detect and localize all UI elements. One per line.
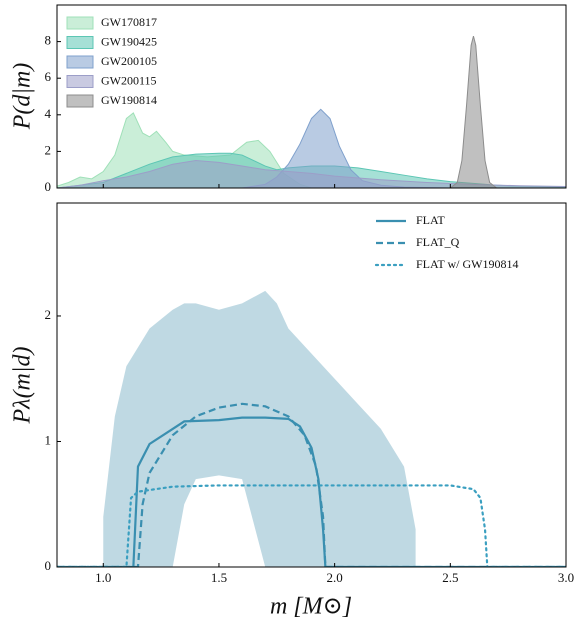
series-line (57, 402, 566, 567)
x-axis-label: m [M⊙] (270, 594, 352, 620)
legend-label: FLAT (416, 213, 445, 227)
legend-label: GW200105 (101, 54, 157, 68)
x-tick-label: 3.0 (558, 570, 574, 585)
legend-label: GW170817 (101, 15, 157, 29)
credible-band (103, 290, 416, 567)
x-tick-label: 1.5 (211, 570, 227, 585)
y-tick-label: 8 (45, 33, 52, 48)
y-tick-label: 1 (45, 432, 52, 447)
legend-label: GW190814 (101, 93, 157, 107)
series-line (57, 484, 566, 567)
legend-swatch (66, 94, 94, 108)
legend-swatch (66, 55, 94, 69)
axes-frame (56, 202, 567, 568)
legend-label: GW200115 (101, 73, 157, 87)
x-tick-label: 1.0 (95, 570, 111, 585)
y-tick-label: 6 (45, 69, 52, 84)
y-axis-label: P(d|m) (10, 63, 36, 131)
y-tick-label: 0 (45, 179, 52, 194)
y-tick-label: 2 (45, 142, 52, 157)
density-area (449, 35, 498, 188)
legend-label: GW190425 (101, 34, 157, 48)
y-tick-label: 4 (45, 106, 52, 121)
x-tick-label: 2.0 (327, 570, 343, 585)
axes-frame (56, 4, 567, 189)
legend-label: FLAT_Q (416, 235, 460, 249)
x-tick-label: 2.5 (442, 570, 458, 585)
legend-swatch (66, 75, 94, 88)
legend-label: FLAT w/ GW190814 (416, 257, 518, 271)
density-area (57, 160, 566, 188)
y-tick-label: 0 (45, 558, 52, 573)
legend-swatch (66, 36, 94, 49)
plot-area (57, 290, 566, 567)
legend-swatch (66, 16, 94, 30)
y-axis-label: Pλ(m|d) (10, 347, 36, 425)
plot-area (57, 35, 566, 188)
y-tick-label: 2 (45, 307, 52, 322)
